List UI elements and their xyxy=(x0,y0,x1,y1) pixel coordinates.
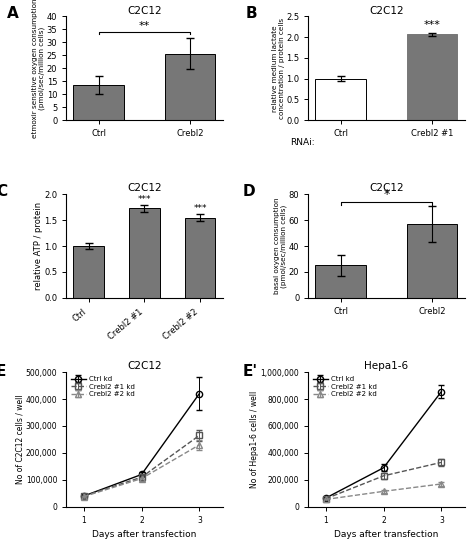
Text: ***: *** xyxy=(193,204,207,214)
Bar xyxy=(407,224,457,298)
Y-axis label: relative medium lactate
concentration / protein cells: relative medium lactate concentration / … xyxy=(272,17,285,119)
Text: **: ** xyxy=(139,21,150,31)
Y-axis label: No of Hepa1-6 cells / well: No of Hepa1-6 cells / well xyxy=(250,391,259,488)
Bar xyxy=(185,217,215,298)
Bar xyxy=(165,54,215,120)
Text: A: A xyxy=(7,6,19,21)
Text: ***: *** xyxy=(424,20,441,30)
Title: C2C12: C2C12 xyxy=(127,5,162,16)
Title: C2C12: C2C12 xyxy=(127,361,162,371)
Y-axis label: No of C2C12 cells / well: No of C2C12 cells / well xyxy=(15,395,24,485)
Legend: Ctrl kd, Crebl2 #1 kd, Crebl2 #2 kd: Ctrl kd, Crebl2 #1 kd, Crebl2 #2 kd xyxy=(312,376,378,398)
Title: C2C12: C2C12 xyxy=(127,184,162,193)
Y-axis label: relative ATP / protein: relative ATP / protein xyxy=(34,202,43,290)
Bar xyxy=(316,78,366,120)
Text: ***: *** xyxy=(137,195,151,203)
Bar xyxy=(73,85,124,120)
Text: RNAi:: RNAi: xyxy=(290,138,314,147)
Bar xyxy=(407,34,457,120)
Y-axis label: etmoxir sensitive oxygen consumption
(pmol/sec/million cells): etmoxir sensitive oxygen consumption (pm… xyxy=(32,0,46,138)
X-axis label: Days after transfection: Days after transfection xyxy=(334,530,438,540)
Title: C2C12: C2C12 xyxy=(369,184,404,193)
Text: *: * xyxy=(383,189,390,201)
Text: D: D xyxy=(243,184,255,199)
Text: C: C xyxy=(0,184,7,199)
Bar xyxy=(129,208,160,298)
X-axis label: Days after transfection: Days after transfection xyxy=(92,530,197,540)
Bar xyxy=(73,246,104,298)
Title: Hepa1-6: Hepa1-6 xyxy=(365,361,409,371)
Bar xyxy=(316,265,366,298)
Text: B: B xyxy=(246,6,257,21)
Legend: Ctrl kd, Crebl2 #1 kd, Crebl2 #2 kd: Ctrl kd, Crebl2 #1 kd, Crebl2 #2 kd xyxy=(70,376,136,398)
Title: C2C12: C2C12 xyxy=(369,5,404,16)
Text: E': E' xyxy=(243,364,258,379)
Text: E: E xyxy=(0,364,7,379)
Y-axis label: basal oxygen consumption
(pmol/sec/million cells): basal oxygen consumption (pmol/sec/milli… xyxy=(274,198,287,294)
